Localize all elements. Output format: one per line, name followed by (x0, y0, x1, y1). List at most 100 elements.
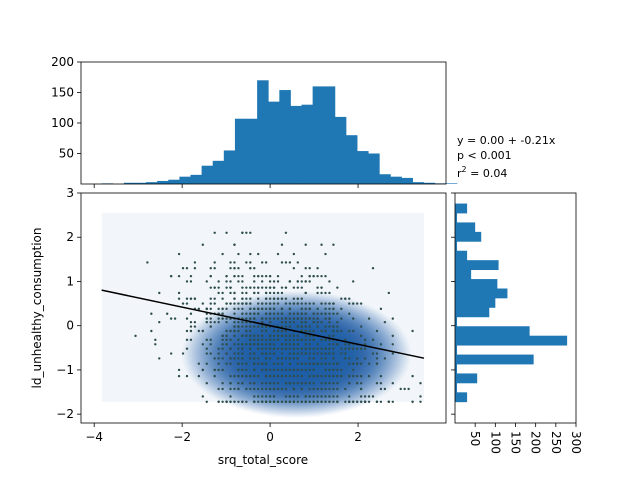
scatter-point (296, 325, 300, 328)
scatter-point (300, 320, 303, 324)
right-histogram-bar (455, 269, 472, 280)
scatter-point (268, 274, 272, 278)
scatter-point (185, 280, 189, 283)
scatter-point (260, 307, 264, 311)
scatter-point (304, 334, 307, 338)
scatter-point (288, 334, 292, 338)
scatter-point (336, 381, 339, 385)
scatter-point (276, 297, 280, 300)
scatter-point (308, 274, 311, 278)
scatter-point (276, 274, 280, 278)
top-histogram-bar (357, 151, 369, 184)
scatter-point (324, 374, 327, 378)
scatter-point (308, 374, 311, 378)
scatter-point (237, 325, 240, 328)
scatter-point (260, 274, 264, 278)
scatter-point (276, 312, 280, 315)
scatter-point (237, 400, 240, 403)
scatter-point (296, 338, 300, 342)
scatter-point (367, 317, 371, 320)
scatter-point (288, 320, 292, 324)
scatter-point (272, 317, 276, 320)
scatter-point (316, 362, 319, 365)
scatter-point (320, 320, 323, 324)
scatter-point (225, 307, 228, 311)
right-x-tick-label: 300 (569, 431, 583, 454)
scatter-point (189, 274, 193, 278)
scatter-point (233, 357, 236, 360)
scatter-point (173, 317, 177, 320)
scatter-point (375, 352, 379, 355)
scatter-point (308, 347, 311, 350)
scatter-point (288, 381, 292, 385)
top-histogram-bar (301, 104, 314, 184)
scatter-point (213, 302, 216, 305)
scatter-point (328, 334, 331, 338)
scatter-point (209, 307, 212, 311)
scatter-point (359, 395, 363, 398)
scatter-point (359, 302, 363, 305)
scatter-point (292, 381, 296, 385)
scatter-point (245, 312, 248, 315)
scatter-point (229, 357, 232, 360)
scatter-point (237, 381, 240, 385)
scatter-point (316, 347, 319, 350)
scatter-point (268, 400, 272, 403)
top-histogram-bar (379, 174, 391, 184)
scatter-point (308, 400, 311, 403)
scatter-point (260, 352, 264, 355)
scatter-point (233, 325, 236, 328)
x-tick-label: 0 (266, 430, 274, 444)
scatter-point (391, 381, 394, 385)
scatter-point (257, 334, 260, 338)
scatter-point (209, 343, 212, 346)
scatter-point (328, 317, 331, 320)
scatter-point (241, 280, 244, 283)
scatter-point (336, 312, 339, 315)
scatter-point (264, 307, 268, 311)
scatter-point (272, 297, 276, 300)
scatter-point (359, 334, 363, 338)
top-histogram-bar (423, 182, 436, 184)
scatter-point (189, 325, 193, 328)
scatter-point (340, 329, 343, 333)
scatter-point (241, 291, 244, 295)
scatter-point (375, 357, 379, 360)
scatter-point (229, 302, 232, 305)
scatter-point (300, 374, 303, 378)
scatter-point (288, 307, 292, 311)
scatter-point (272, 334, 276, 338)
scatter-point (225, 334, 228, 338)
kde-contour (187, 294, 406, 415)
scatter-point (209, 297, 212, 300)
right-histogram-bar (455, 297, 496, 308)
scatter-point (308, 280, 311, 283)
scatter-point (257, 338, 260, 342)
scatter-point (308, 381, 311, 385)
scatter-point (328, 325, 331, 328)
scatter-point (154, 338, 157, 342)
scatter-point (197, 329, 201, 333)
scatter-point (280, 357, 284, 360)
scatter-point (249, 357, 252, 360)
scatter-point (391, 400, 394, 403)
scatter-point (320, 312, 323, 315)
scatter-point (276, 334, 280, 338)
scatter-point (225, 362, 228, 365)
scatter-point (348, 347, 351, 350)
scatter-point (221, 357, 224, 360)
scatter-point (312, 395, 315, 398)
scatter-point (308, 302, 311, 305)
scatter-point (264, 343, 268, 346)
scatter-point (359, 387, 363, 391)
scatter-point (268, 302, 272, 305)
scatter-point (288, 302, 292, 305)
scatter-point (320, 362, 323, 365)
scatter-point (284, 357, 288, 360)
scatter-point (276, 338, 280, 342)
scatter-point (348, 297, 351, 300)
scatter-point (316, 317, 319, 320)
scatter-point (324, 274, 327, 278)
scatter-point (320, 243, 323, 246)
scatter-point (288, 338, 292, 342)
